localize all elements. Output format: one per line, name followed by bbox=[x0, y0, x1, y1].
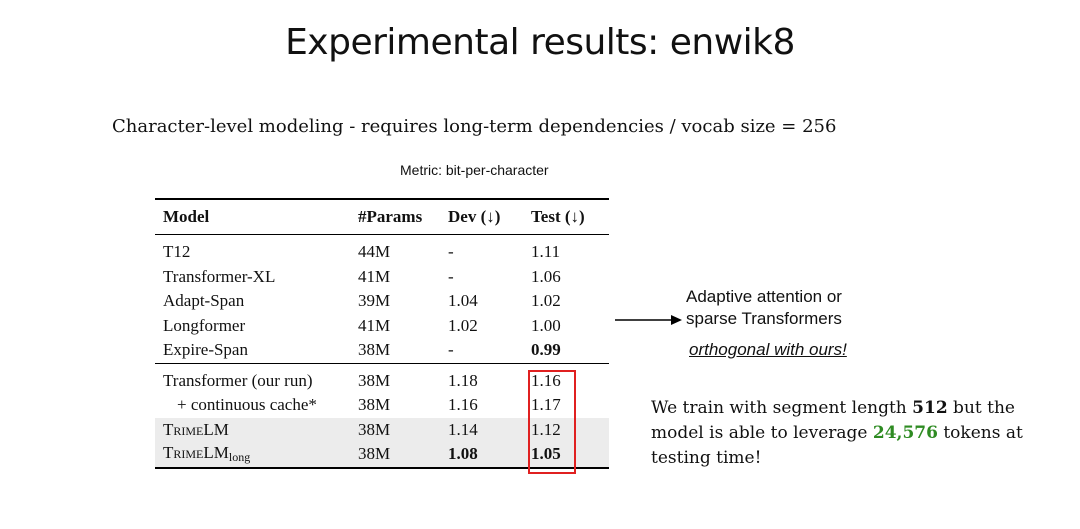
cell-test: 1.00 bbox=[531, 315, 561, 335]
cell-model: + continuous cache* bbox=[177, 395, 317, 415]
best-test-value: 0.99 bbox=[531, 340, 561, 360]
trimelm-name: TrimeLM bbox=[163, 443, 229, 463]
trimelm-name: TrimeLM bbox=[163, 419, 229, 439]
table-row: TrimeLM 38M 1.14 1.12 bbox=[155, 417, 609, 442]
segment-length-value: 512 bbox=[912, 398, 948, 418]
cell-params: 38M bbox=[358, 340, 391, 360]
table-header-row: Model #Params Dev (↓) Test (↓) bbox=[155, 199, 609, 235]
table-row: T12 44M - 1.11 bbox=[155, 235, 609, 265]
cell-test: 1.06 bbox=[531, 266, 561, 286]
cell-test: 1.02 bbox=[531, 291, 561, 311]
cell-params: 41M bbox=[358, 315, 391, 335]
cell-model: TrimeLM bbox=[155, 417, 350, 442]
cell-dev: - bbox=[448, 266, 454, 286]
table-row: Transformer-XL 41M - 1.06 bbox=[155, 265, 609, 290]
side-note-line2: sparse Transformers bbox=[686, 309, 842, 328]
cell-dev: 1.14 bbox=[440, 417, 523, 442]
header-params: #Params bbox=[358, 207, 423, 226]
table-row: Longformer 41M 1.02 1.00 bbox=[155, 314, 609, 339]
cell-dev: - bbox=[448, 242, 454, 262]
table-row: Adapt-Span 39M 1.04 1.02 bbox=[155, 289, 609, 314]
cell-params: 38M bbox=[358, 370, 391, 390]
best-dev-value: 1.08 bbox=[448, 444, 478, 464]
header-model: Model bbox=[163, 207, 210, 226]
cell-dev: 1.04 bbox=[448, 291, 478, 311]
training-note-text: We train with segment length bbox=[651, 398, 913, 418]
cell-model: Transformer (our run) bbox=[163, 370, 313, 390]
training-note-text: but the model is able to leverage bbox=[651, 398, 1015, 443]
token-count-value: 24,576 bbox=[872, 423, 938, 443]
cell-model: Adapt-Span bbox=[163, 291, 245, 311]
cell-dev: 1.02 bbox=[448, 315, 478, 335]
table-row: Expire-Span 38M - 0.99 bbox=[155, 338, 609, 363]
cell-test: 1.16 bbox=[531, 370, 561, 390]
results-table: Model #Params Dev (↓) Test (↓) T12 44M -… bbox=[155, 198, 609, 469]
cell-params: 38M bbox=[350, 442, 440, 468]
cell-params: 44M bbox=[358, 242, 391, 262]
cell-params: 38M bbox=[350, 417, 440, 442]
training-note-text: tokens at testing time! bbox=[651, 423, 1023, 468]
cell-test: 1.11 bbox=[531, 242, 561, 262]
cell-test: 1.05 bbox=[523, 442, 609, 468]
cell-test: 0.99 bbox=[523, 338, 609, 363]
table-row: TrimeLMlong 38M 1.08 1.05 bbox=[155, 442, 609, 468]
cell-dev: 1.08 bbox=[440, 442, 523, 468]
cell-model: TrimeLMlong bbox=[155, 442, 350, 468]
model-subscript: long bbox=[228, 450, 251, 465]
table-row: + continuous cache* 38M 1.16 1.17 bbox=[155, 393, 609, 418]
cell-model: Expire-Span bbox=[163, 340, 248, 360]
cell-model: Transformer-XL bbox=[163, 266, 276, 286]
metric-caption: Metric: bit-per-character bbox=[400, 162, 549, 178]
cell-model: T12 bbox=[163, 242, 191, 262]
cell-params: 41M bbox=[358, 266, 391, 286]
training-note: We train with segment length 512 but the… bbox=[651, 396, 1051, 471]
side-note-line1: Adaptive attention or bbox=[686, 287, 842, 306]
test-highlight-box bbox=[528, 370, 576, 474]
arrow-right-icon bbox=[615, 315, 682, 325]
side-note-emphasis: orthogonal with ours! bbox=[689, 340, 847, 359]
best-test-value: 1.05 bbox=[531, 444, 561, 464]
header-test: Test (↓) bbox=[531, 207, 585, 226]
cell-params: 38M bbox=[358, 395, 391, 415]
cell-dev: - bbox=[448, 340, 454, 360]
slide-subtitle: Character-level modeling - requires long… bbox=[112, 116, 837, 137]
header-dev: Dev (↓) bbox=[448, 207, 501, 226]
cell-dev: 1.18 bbox=[448, 370, 478, 390]
cell-model: Longformer bbox=[163, 315, 246, 335]
slide-title: Experimental results: enwik8 bbox=[285, 22, 795, 63]
cell-params: 39M bbox=[358, 291, 391, 311]
cell-dev: 1.16 bbox=[448, 395, 478, 415]
side-note: Adaptive attention or sparse Transformer… bbox=[686, 286, 842, 330]
table-row: Transformer (our run) 38M 1.18 1.16 bbox=[155, 363, 609, 393]
cell-test: 1.12 bbox=[523, 417, 609, 442]
cell-test: 1.17 bbox=[531, 395, 561, 415]
